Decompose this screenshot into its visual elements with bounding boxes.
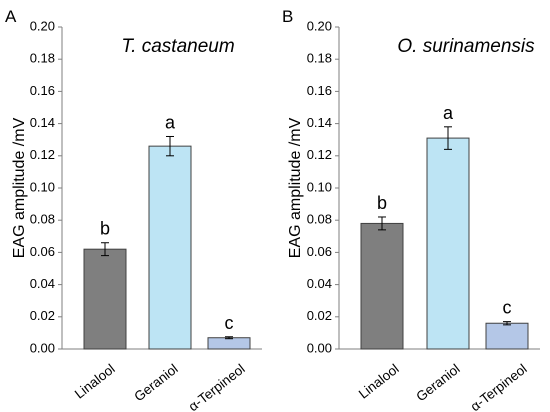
y-tick-label: 0.18 — [30, 51, 55, 66]
significance-label: a — [165, 112, 176, 132]
bar — [485, 322, 529, 350]
y-tick-label: 0.02 — [30, 308, 55, 323]
y-tick-label: 0.16 — [30, 83, 55, 98]
category-label: Linalool — [72, 361, 118, 401]
panel-letter: A — [5, 7, 17, 26]
y-tick-label: 0.04 — [307, 276, 332, 291]
category-label: α-Terpineol — [186, 361, 248, 412]
y-tick-label: 0.04 — [30, 276, 55, 291]
bar — [360, 222, 404, 350]
y-tick-label: 0.00 — [307, 340, 332, 355]
category-label: Linalool — [356, 361, 402, 401]
y-tick-label: 0.14 — [307, 115, 332, 130]
category-label: Geraniol — [413, 361, 462, 404]
significance-label: c — [225, 313, 234, 333]
y-tick-label: 0.06 — [307, 244, 332, 259]
y-axis-title: EAG amplitude /mV — [287, 117, 304, 258]
significance-label: c — [503, 298, 512, 318]
y-tick-label: 0.06 — [30, 244, 55, 259]
bar — [83, 248, 127, 350]
y-tick-label: 0.10 — [307, 179, 332, 194]
significance-label: b — [100, 219, 110, 239]
y-tick-label: 0.08 — [30, 212, 55, 227]
y-tick-label: 0.14 — [30, 115, 55, 130]
y-tick-label: 0.20 — [30, 18, 55, 33]
bar — [426, 137, 470, 350]
y-tick-label: 0.10 — [30, 179, 55, 194]
significance-label: b — [377, 193, 387, 213]
y-tick-label: 0.02 — [307, 308, 332, 323]
panel-title: T. castaneum — [121, 36, 234, 57]
panel-title: O. surinamensis — [397, 36, 535, 57]
y-tick-label: 0.12 — [30, 147, 55, 162]
significance-label: a — [443, 103, 454, 123]
y-axis-title: EAG amplitude /mV — [11, 117, 28, 258]
y-tick-label: 0.16 — [307, 83, 332, 98]
bar — [148, 145, 192, 350]
bar — [207, 337, 251, 350]
y-tick-label: 0.20 — [307, 18, 332, 33]
y-tick-label: 0.08 — [307, 212, 332, 227]
panel-letter: B — [282, 7, 293, 26]
y-tick-label: 0.12 — [307, 147, 332, 162]
y-tick-label: 0.00 — [30, 340, 55, 355]
category-label: Geraniol — [131, 361, 180, 404]
y-tick-label: 0.18 — [307, 51, 332, 66]
category-label: α-Terpineol — [468, 361, 530, 412]
